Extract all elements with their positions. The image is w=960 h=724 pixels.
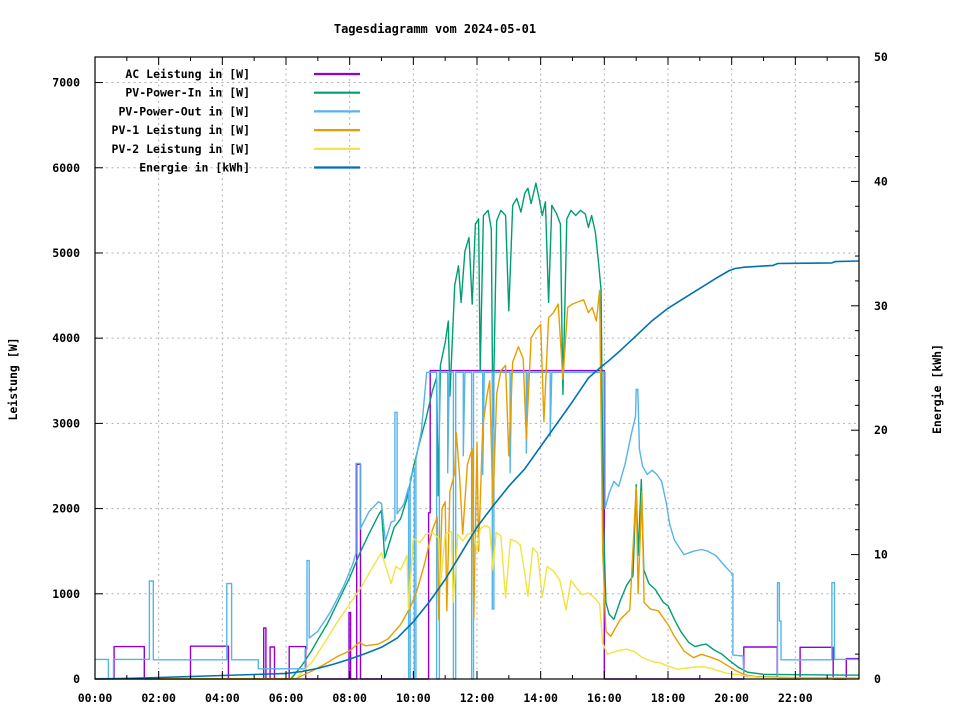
svg-text:2000: 2000 [52, 502, 80, 516]
svg-text:16:00: 16:00 [587, 691, 622, 705]
svg-text:06:00: 06:00 [269, 691, 304, 705]
legend-label: PV-Power-In in [W] [125, 86, 250, 100]
svg-text:10:00: 10:00 [396, 691, 431, 705]
svg-text:20: 20 [874, 423, 888, 437]
chart-title: Tagesdiagramm vom 2024-05-01 [334, 22, 536, 36]
legend-label: PV-2 Leistung in [W] [112, 142, 250, 156]
svg-text:3000: 3000 [52, 416, 80, 430]
svg-text:40: 40 [874, 174, 888, 188]
y-right-axis-label: Energie [kWh] [930, 344, 944, 434]
svg-text:0: 0 [73, 672, 80, 686]
legend-label: Energie in [kWh] [139, 161, 250, 175]
svg-text:20:00: 20:00 [714, 691, 749, 705]
legend-entry: Energie in [kWh] [139, 161, 360, 175]
series-lines [94, 182, 860, 680]
legend-entry: PV-2 Leistung in [W] [112, 142, 360, 156]
legend-entry: PV-1 Leistung in [W] [112, 123, 360, 137]
x-axis-tick-labels: 00:00 02:00 04:00 06:00 08:00 10:00 12:00 14:00… [78, 691, 813, 705]
axis-ticks [94, 56, 860, 680]
svg-text:10: 10 [874, 548, 888, 562]
svg-text:18:00: 18:00 [651, 691, 686, 705]
svg-text:0: 0 [874, 672, 881, 686]
svg-text:00:00: 00:00 [78, 691, 113, 705]
legend-label: PV-Power-Out in [W] [118, 104, 250, 118]
svg-text:04:00: 04:00 [205, 691, 240, 705]
svg-text:14:00: 14:00 [523, 691, 558, 705]
y-left-tick-labels: 0 1000 2000 3000 4000 5000 6000 7000 [52, 76, 80, 686]
legend-label: AC Leistung in [W] [125, 67, 250, 81]
legend-entry: AC Leistung in [W] [125, 67, 360, 81]
svg-text:12:00: 12:00 [460, 691, 495, 705]
svg-text:6000: 6000 [52, 161, 80, 175]
legend: AC Leistung in [W] PV-Power-In in [W] PV-P… [112, 67, 360, 175]
svg-text:5000: 5000 [52, 246, 80, 260]
legend-entry: PV-Power-In in [W] [125, 86, 360, 100]
svg-text:50: 50 [874, 50, 888, 64]
legend-label: PV-1 Leistung in [W] [112, 123, 250, 137]
svg-text:30: 30 [874, 299, 888, 313]
svg-text:08:00: 08:00 [332, 691, 367, 705]
svg-text:7000: 7000 [52, 76, 80, 90]
svg-text:4000: 4000 [52, 331, 80, 345]
legend-entry: PV-Power-Out in [W] [118, 104, 360, 118]
svg-text:1000: 1000 [52, 587, 80, 601]
y-left-axis-label: Leistung [W] [6, 337, 20, 420]
svg-text:22:00: 22:00 [778, 691, 813, 705]
svg-text:02:00: 02:00 [141, 691, 176, 705]
y-right-tick-labels: 0 10 20 30 40 50 [874, 50, 888, 686]
